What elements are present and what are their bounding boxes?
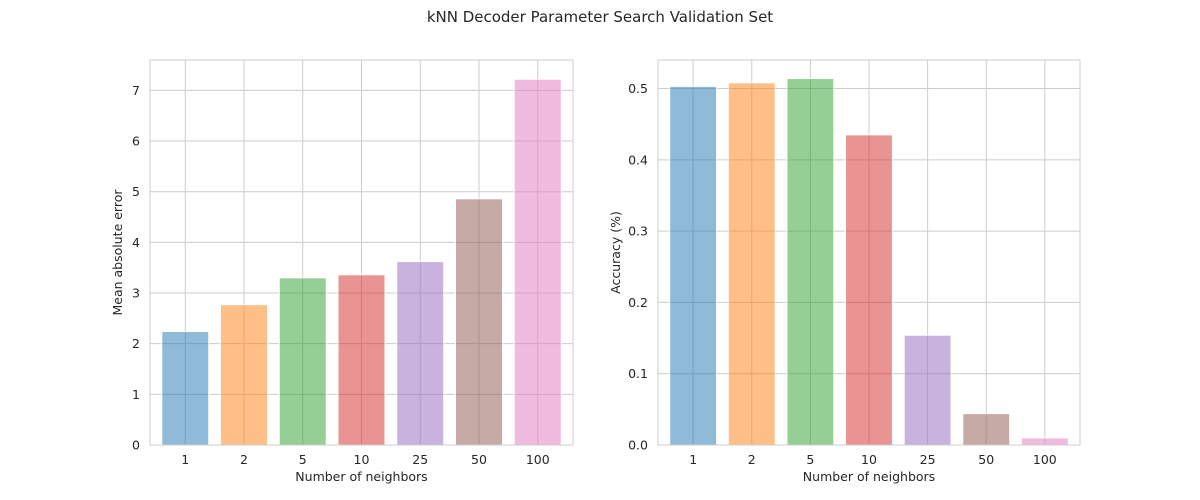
y-tick-label: 7 [132, 83, 140, 98]
y-tick-label: 6 [132, 134, 140, 149]
bar-5 [278, 277, 327, 446]
bar-1 [161, 331, 210, 446]
x-tick-label: 5 [806, 452, 814, 467]
y-tick-label: 0.1 [628, 366, 648, 381]
x-tick-label: 1 [181, 452, 189, 467]
x-axis-label: Number of neighbors [803, 469, 935, 484]
bar-25 [396, 261, 445, 446]
x-tick-label: 50 [471, 452, 487, 467]
bar-1 [669, 85, 718, 446]
x-axis-label: Number of neighbors [295, 469, 427, 484]
y-axis-label: Mean absolute error [110, 189, 125, 316]
axes-frame [657, 59, 1081, 446]
y-tick-label: 0 [132, 438, 140, 453]
x-tick-label: 2 [748, 452, 756, 467]
x-tick-label: 50 [978, 452, 994, 467]
bar-100 [1020, 437, 1069, 446]
y-tick-label: 0.3 [628, 224, 648, 239]
x-tick-label: 100 [526, 452, 550, 467]
x-tick-label: 10 [861, 452, 877, 467]
bar-50 [455, 198, 503, 446]
y-tick-label: 3 [132, 286, 140, 301]
bar-5 [786, 78, 835, 446]
y-tick-label: 4 [132, 235, 140, 250]
x-tick-label: 25 [412, 452, 428, 467]
y-tick-label: 0.5 [628, 81, 648, 96]
x-tick-label: 100 [1033, 452, 1057, 467]
x-tick-label: 25 [920, 452, 936, 467]
y-tick-label: 5 [132, 184, 140, 199]
bar-10 [845, 134, 893, 446]
y-tick-label: 0.4 [628, 152, 648, 167]
axes-frame [149, 59, 574, 446]
y-axis-label: Accuracy (%) [608, 211, 623, 294]
y-tick-label: 1 [132, 387, 140, 402]
bar-100 [513, 78, 562, 446]
bar-10 [337, 274, 386, 446]
bar-2 [220, 304, 268, 446]
x-tick-label: 10 [354, 452, 370, 467]
bar-2 [727, 82, 776, 446]
y-tick-label: 0.0 [628, 438, 648, 453]
bar-50 [962, 413, 1011, 446]
x-tick-label: 2 [240, 452, 248, 467]
y-tick-label: 0.2 [628, 295, 648, 310]
y-tick-label: 2 [132, 336, 140, 351]
x-tick-label: 5 [299, 452, 307, 467]
bar-25 [903, 334, 952, 446]
figure-title: kNN Decoder Parameter Search Validation … [427, 8, 773, 26]
x-tick-label: 1 [689, 452, 697, 467]
